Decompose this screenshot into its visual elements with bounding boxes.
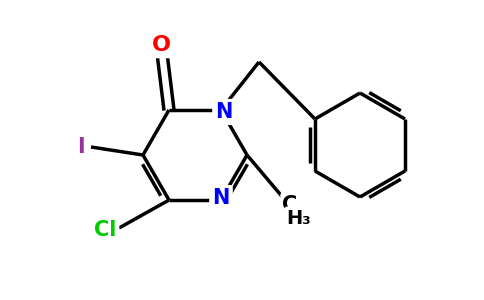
- Text: C: C: [282, 195, 298, 215]
- Text: I: I: [77, 137, 85, 157]
- Text: H₃: H₃: [287, 208, 311, 227]
- Text: O: O: [151, 35, 170, 55]
- Text: N: N: [215, 102, 233, 122]
- Text: N: N: [212, 188, 230, 208]
- Text: Cl: Cl: [94, 220, 116, 240]
